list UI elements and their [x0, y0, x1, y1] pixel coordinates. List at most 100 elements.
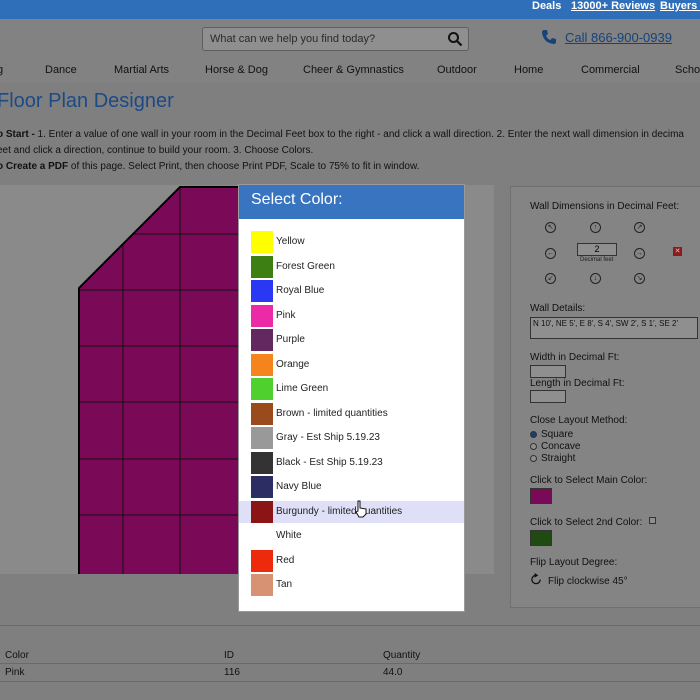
wall-dimensions-label: Wall Dimensions in Decimal Feet:	[530, 201, 680, 212]
table-cell-quantity: 44.0	[383, 667, 403, 678]
table-cell-color: Pink	[5, 667, 25, 678]
instructions-line-1: o Start - 1. Enter a value of one wall i…	[0, 129, 684, 140]
second-color-swatch[interactable]	[530, 530, 552, 546]
color-option-navy[interactable]: Navy Blue	[239, 476, 464, 498]
color-swatch-royal	[251, 280, 273, 302]
dialog-header: Select Color:	[239, 185, 464, 219]
radio-straight[interactable]	[530, 455, 537, 462]
radio-square[interactable]	[530, 431, 537, 438]
arrow-w-button[interactable]: ←	[545, 248, 556, 259]
color-option-lime[interactable]: Lime Green	[239, 378, 464, 400]
main-color-swatch[interactable]	[530, 488, 552, 504]
arrow-nw-button[interactable]: ↖	[545, 222, 556, 233]
nav-item-commercial[interactable]: Commercial	[581, 64, 640, 76]
rotate-icon[interactable]	[530, 573, 543, 586]
color-option-label: Navy Blue	[276, 481, 322, 492]
arrow-sw-button[interactable]: ↙	[545, 273, 556, 284]
length-label: Length in Decimal Ft:	[530, 378, 625, 389]
color-swatch-red	[251, 549, 273, 572]
color-swatch-navy	[251, 476, 273, 498]
color-option-label: Forest Green	[276, 260, 335, 272]
color-swatch-forest	[251, 255, 273, 278]
main-color-label: Click to Select Main Color:	[530, 475, 648, 486]
nav-item-home[interactable]: Home	[514, 64, 544, 76]
decimal-feet-label: Decimal feet	[580, 257, 614, 263]
color-option-label: Gray - Est Ship 5.19.23	[276, 432, 380, 443]
select-color-dialog: Select Color: Yellow Forest Green Royal Bl…	[238, 184, 465, 612]
color-swatch-orange	[251, 353, 273, 376]
color-option-white[interactable]: White	[239, 525, 464, 547]
color-swatch-burgundy	[251, 500, 273, 523]
color-option-gray[interactable]: Gray - Est Ship 5.19.23	[239, 427, 464, 449]
color-option-label: Burgundy - limited quantities	[276, 505, 403, 517]
radio-straight-label: Straight	[541, 453, 576, 464]
nav-item-cheer-gymnastics[interactable]: Cheer & Gymnastics	[303, 64, 404, 76]
arrow-n-button[interactable]: ↑	[590, 222, 601, 233]
room-shape	[79, 187, 240, 574]
phone-link[interactable]: Call 866-900-0939	[565, 30, 672, 45]
arrow-se-button[interactable]: ↘	[634, 273, 645, 284]
width-input[interactable]	[530, 365, 566, 378]
color-swatch-tan	[251, 574, 273, 596]
length-input[interactable]	[530, 390, 566, 403]
color-option-label: Red	[276, 554, 295, 566]
mouse-cursor-icon	[355, 500, 367, 518]
table-header-quantity: Quantity	[383, 650, 421, 661]
phone-icon	[542, 30, 556, 44]
nav-item-school-partial[interactable]: Scho	[675, 64, 700, 76]
site-header: What can we help you find today? Call 86…	[0, 19, 700, 83]
color-option-royal[interactable]: Royal Blue	[239, 280, 464, 302]
nav-item-outdoor[interactable]: Outdoor	[437, 64, 477, 76]
nav-item-martial-arts[interactable]: Martial Arts	[114, 64, 170, 76]
color-option-label: Orange	[276, 358, 310, 370]
arrow-e-button[interactable]: →	[634, 248, 645, 259]
top-utility-bar: Deals 13000+ Reviews Buyers G	[0, 0, 700, 19]
color-option-brown[interactable]: Brown - limited quantities	[239, 402, 464, 425]
search-input[interactable]: What can we help you find today?	[202, 27, 469, 51]
color-option-yellow[interactable]: Yellow	[239, 231, 464, 253]
nav-item-partial-left[interactable]: g	[0, 64, 4, 76]
radio-concave[interactable]	[530, 443, 537, 450]
nav-item-horse-dog[interactable]: Horse & Dog	[205, 64, 268, 76]
color-option-purple[interactable]: Purple	[239, 329, 464, 351]
width-label: Width in Decimal Ft:	[530, 352, 620, 363]
instructions-line-2: eet and click a direction, continue to b…	[0, 145, 314, 156]
reviews-link[interactable]: 13000+ Reviews	[571, 0, 656, 12]
buyers-guide-link[interactable]: Buyers G	[660, 0, 700, 12]
color-swatch-lime	[251, 378, 273, 400]
color-option-black[interactable]: Black - Est Ship 5.19.23	[239, 451, 464, 474]
flip-layout-label: Flip Layout Degree:	[530, 557, 618, 568]
color-option-pink[interactable]: Pink	[239, 304, 464, 327]
page-title: Floor Plan Designer	[0, 90, 174, 112]
color-swatch-yellow	[251, 231, 273, 253]
flip-clockwise-button[interactable]: Flip clockwise 45°	[548, 576, 628, 587]
search-placeholder: What can we help you find today?	[210, 33, 376, 45]
delete-wall-button[interactable]: ✕	[673, 247, 682, 256]
color-option-orange[interactable]: Orange	[239, 353, 464, 376]
nav-item-dance[interactable]: Dance	[45, 64, 77, 76]
table-header-id: ID	[224, 650, 234, 661]
table-header-divider	[0, 663, 700, 664]
floor-plan-drawing	[78, 186, 240, 574]
color-option-label: Royal Blue	[276, 285, 325, 296]
arrow-s-button[interactable]: ↓	[590, 273, 601, 284]
second-color-checkbox[interactable]	[649, 517, 656, 524]
color-option-red[interactable]: Red	[239, 549, 464, 572]
deals-link[interactable]: Deals	[532, 0, 562, 12]
wall-details-label: Wall Details:	[530, 303, 586, 314]
table-top-divider	[0, 625, 700, 626]
table-header-color: Color	[5, 650, 29, 661]
close-layout-method-label: Close Layout Method:	[530, 415, 628, 426]
color-option-tan[interactable]: Tan	[239, 574, 464, 596]
color-swatch-purple	[251, 329, 273, 351]
color-option-label: Pink	[276, 309, 296, 321]
color-option-forest[interactable]: Forest Green	[239, 255, 464, 278]
color-option-label: Lime Green	[276, 383, 329, 394]
arrow-ne-button[interactable]: ↗	[634, 222, 645, 233]
table-cell-id: 116	[224, 667, 240, 678]
decimal-feet-input[interactable]: 2	[577, 243, 617, 256]
color-swatch-white	[251, 525, 273, 547]
color-option-burgundy[interactable]: Burgundy - limited quantities	[239, 500, 464, 523]
search-icon[interactable]	[447, 31, 463, 47]
wall-details-field[interactable]: N 10', NE 5', E 8', S 4', SW 2', S 1', S…	[530, 317, 698, 339]
